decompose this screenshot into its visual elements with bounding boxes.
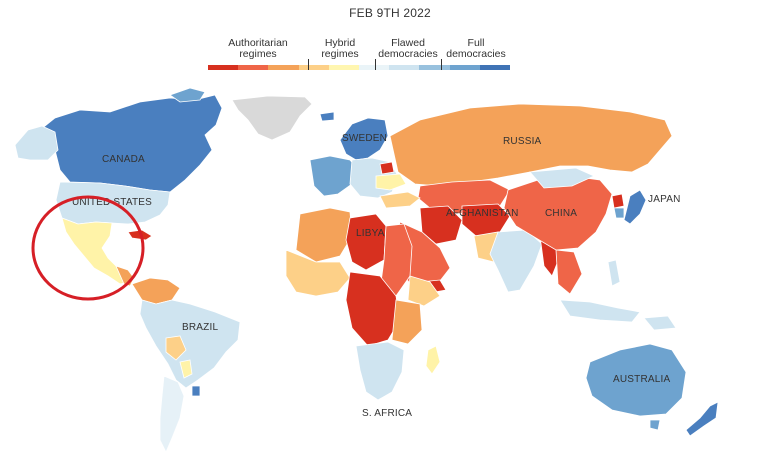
label-brazil: BRAZIL bbox=[182, 322, 218, 333]
legend-swatch bbox=[419, 65, 451, 70]
label-libya: LIBYA bbox=[356, 228, 385, 239]
label-s-africa: S. AFRICA bbox=[362, 408, 412, 419]
annotation-circle bbox=[31, 195, 145, 301]
region-malaysia-indonesia bbox=[559, 299, 641, 323]
region-india bbox=[489, 229, 543, 293]
region-turkey bbox=[379, 191, 421, 209]
region-australia bbox=[585, 343, 687, 417]
label-china: CHINA bbox=[545, 208, 577, 219]
legend-swatch bbox=[389, 65, 420, 70]
region-scandinavia bbox=[339, 117, 389, 161]
legend-divider bbox=[441, 59, 442, 70]
region-horn-africa bbox=[407, 275, 441, 307]
legend-swatch bbox=[238, 65, 269, 70]
region-tasmania bbox=[649, 419, 661, 431]
region-south-korea bbox=[613, 207, 625, 219]
region-libya bbox=[345, 213, 387, 271]
label-russia: RUSSIA bbox=[503, 136, 542, 147]
region-north-africa-west bbox=[295, 207, 353, 263]
region-bolivia bbox=[165, 335, 187, 361]
region-belarus bbox=[379, 161, 395, 175]
region-alaska bbox=[14, 125, 59, 161]
region-japan bbox=[623, 189, 647, 225]
legend-swatch bbox=[449, 65, 481, 70]
region-north-korea bbox=[611, 193, 625, 209]
region-canada-arctic bbox=[169, 87, 206, 103]
region-southern-cone bbox=[159, 375, 185, 453]
label-afghanistan: AFGHANISTAN bbox=[446, 208, 519, 219]
legend-swatch bbox=[479, 65, 511, 70]
chart-date-title: FEB 9TH 2022 bbox=[349, 6, 431, 20]
legend-swatch bbox=[359, 65, 390, 70]
region-new-zealand bbox=[685, 401, 719, 437]
region-indochina bbox=[555, 249, 583, 295]
region-paraguay bbox=[179, 359, 193, 379]
legend-swatch bbox=[208, 65, 239, 70]
legend-swatch bbox=[268, 65, 300, 70]
legend-label-hybrid: Hybrid regimes bbox=[321, 37, 359, 60]
label-australia: AUSTRALIA bbox=[613, 374, 671, 385]
label-canada: CANADA bbox=[102, 154, 145, 165]
legend: Authoritarian regimes Hybrid regimes Fla… bbox=[0, 0, 780, 80]
label-sweden: SWEDEN bbox=[342, 133, 387, 144]
legend-swatch bbox=[328, 65, 360, 70]
region-greenland bbox=[231, 95, 313, 141]
region-mexico bbox=[61, 217, 129, 285]
region-southern-africa bbox=[355, 341, 405, 401]
legend-divider bbox=[308, 59, 309, 70]
label-japan: JAPAN bbox=[648, 194, 681, 205]
legend-label-flawed: Flawed democracies bbox=[378, 37, 438, 60]
region-mongolia bbox=[529, 167, 595, 189]
region-brazil bbox=[139, 299, 241, 389]
region-papua bbox=[643, 315, 677, 331]
region-madagascar bbox=[425, 345, 441, 375]
region-egypt-sudan bbox=[379, 223, 413, 297]
region-philippines bbox=[607, 259, 621, 287]
legend-label-full: Full democracies bbox=[446, 37, 506, 60]
region-sahel bbox=[285, 249, 351, 297]
region-iceland bbox=[319, 111, 335, 122]
legend-label-authoritarian: Authoritarian regimes bbox=[228, 37, 288, 60]
region-uruguay bbox=[191, 385, 201, 397]
region-canada bbox=[39, 94, 223, 193]
region-ukraine bbox=[375, 173, 407, 191]
legend-divider bbox=[375, 59, 376, 70]
legend-swatch bbox=[298, 65, 330, 70]
region-east-africa bbox=[391, 299, 423, 345]
region-central-africa bbox=[345, 271, 401, 347]
